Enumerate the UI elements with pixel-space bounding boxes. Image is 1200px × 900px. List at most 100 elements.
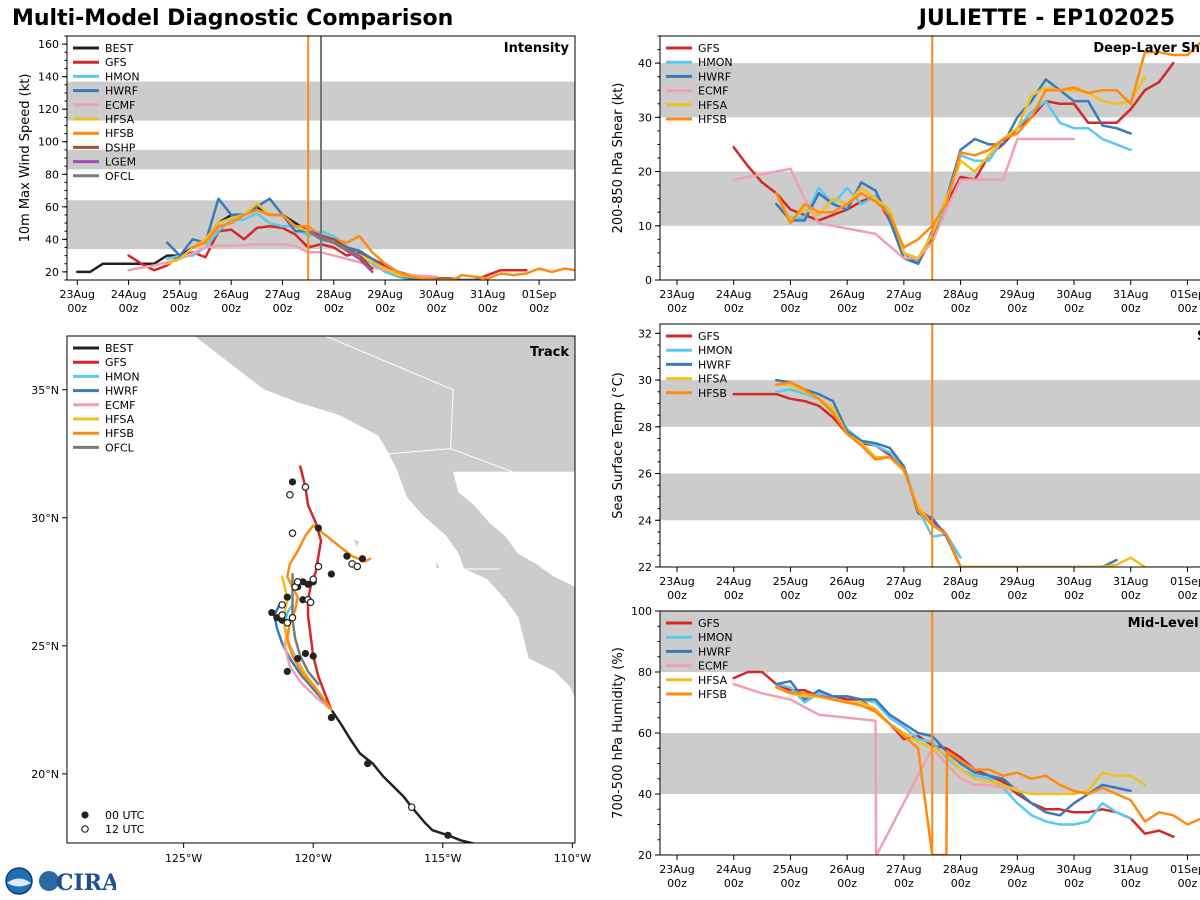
shear-xtick-label: 00z bbox=[1064, 302, 1084, 315]
rh-title: Mid-Level RH bbox=[1128, 616, 1200, 631]
track-hfsb bbox=[286, 524, 372, 712]
sst-ytick-label: 30 bbox=[638, 374, 652, 387]
rh-xtick-label: 28Aug bbox=[943, 863, 978, 876]
track-point-12utc bbox=[306, 598, 315, 607]
track-point-00utc bbox=[358, 555, 367, 563]
intensity-xtick-label: 00z bbox=[529, 302, 549, 315]
land-mainland bbox=[190, 336, 575, 700]
shear-ylabel: 200-850 hPa Shear (kt) bbox=[611, 83, 626, 234]
intensity-ytick-label: 120 bbox=[38, 103, 59, 116]
track-xtick-label: 120°W bbox=[295, 852, 332, 865]
intensity-xtick-label: 25Aug bbox=[162, 288, 197, 301]
sst-legend-label-hwrf: HWRF bbox=[698, 358, 731, 371]
track-point-12utc bbox=[301, 483, 310, 491]
track-legend-label-ofcl: OFCL bbox=[105, 441, 135, 454]
intensity-xtick-label: 30Aug bbox=[419, 288, 454, 301]
intensity-series-hmon bbox=[165, 212, 473, 280]
rh-xtick-label: 27Aug bbox=[886, 863, 921, 876]
rh-xtick-label: 30Aug bbox=[1056, 863, 1091, 876]
sst-xtick-label: 00z bbox=[1007, 589, 1027, 602]
rh-series-ecmf bbox=[732, 682, 1019, 855]
rh-xtick-label: 00z bbox=[1007, 877, 1027, 890]
shear-xtick-label: 31Aug bbox=[1113, 288, 1148, 301]
state-border bbox=[324, 336, 454, 449]
track-point-00utc bbox=[343, 552, 351, 560]
track-point-12utc bbox=[283, 618, 292, 627]
sst-xtick-label: 25Aug bbox=[773, 575, 808, 588]
rh-xtick-label: 00z bbox=[781, 877, 801, 890]
cira-logo: CIRA bbox=[5, 867, 116, 896]
sst-xtick-label: 00z bbox=[894, 589, 914, 602]
intensity-legend-label-dshp: DSHP bbox=[105, 141, 136, 154]
track-point-12utc bbox=[286, 490, 294, 499]
sst-ytick-label: 26 bbox=[638, 468, 652, 481]
isla-cedros bbox=[434, 559, 441, 570]
sst-xtick-label: 29Aug bbox=[1000, 575, 1035, 588]
sst-xtick-label: 00z bbox=[781, 589, 801, 602]
intensity-legend-label-hfsb: HFSB bbox=[105, 127, 134, 140]
intensity-ytick-label: 140 bbox=[38, 71, 59, 84]
sst-xtick-label: 00z bbox=[951, 589, 971, 602]
intensity-xtick-label: 31Aug bbox=[470, 288, 505, 301]
shear-legend-label-hmon: HMON bbox=[698, 56, 733, 69]
rh-xtick-label: 00z bbox=[837, 877, 857, 890]
sst-ytick-label: 24 bbox=[638, 514, 652, 527]
track-title: Track bbox=[530, 345, 569, 360]
track-ytick-label: 20°N bbox=[31, 768, 59, 781]
shear-xtick-label: 23Aug bbox=[659, 288, 694, 301]
rh-xtick-label: 25Aug bbox=[773, 863, 808, 876]
intensity-legend-label-ofcl: OFCL bbox=[105, 170, 135, 183]
intensity-xtick-label: 00z bbox=[427, 302, 447, 315]
shear-band-1 bbox=[660, 63, 1200, 118]
track-legend-label-gfs: GFS bbox=[105, 356, 127, 369]
shear-xtick-label: 26Aug bbox=[829, 288, 864, 301]
sst-xtick-label: 00z bbox=[1064, 589, 1084, 602]
intensity-panel: 2040608010012014016023Aug00z24Aug00z25Au… bbox=[18, 35, 576, 315]
rh-legend-label-hmon: HMON bbox=[698, 631, 733, 644]
rh-xtick-label: 26Aug bbox=[829, 863, 864, 876]
intensity-series-ecmf bbox=[127, 242, 438, 278]
track-xtick-label: 115°W bbox=[424, 852, 461, 865]
intensity-xtick-label: 27Aug bbox=[265, 288, 300, 301]
shear-series-hfsb bbox=[775, 41, 1200, 249]
intensity-legend-label-hwrf: HWRF bbox=[105, 85, 138, 98]
rh-series-hwrf bbox=[775, 679, 1132, 817]
rh-band-1 bbox=[660, 611, 1200, 672]
rh-xtick-label: 29Aug bbox=[1000, 863, 1035, 876]
track-point-12utc bbox=[407, 803, 416, 811]
shear-xtick-label: 00z bbox=[894, 302, 914, 315]
track-point-12utc bbox=[353, 562, 362, 571]
intensity-xtick-label: 00z bbox=[375, 302, 395, 315]
shear-xtick-label: 00z bbox=[667, 302, 687, 315]
track-point-00utc bbox=[327, 713, 335, 722]
intensity-legend-label-hmon: HMON bbox=[105, 70, 140, 83]
shear-xtick-label: 00z bbox=[781, 302, 801, 315]
shear-ytick-label: 10 bbox=[638, 220, 652, 233]
sst-band-0 bbox=[660, 473, 1200, 521]
sst-panel: 22242628303223Aug00z24Aug00z25Aug00z26Au… bbox=[611, 323, 1200, 602]
sst-xtick-label: 00z bbox=[724, 589, 744, 602]
storm-name: JULIETTE - EP102025 bbox=[918, 6, 1175, 31]
rh-xtick-label: 00z bbox=[951, 877, 971, 890]
intensity-xtick-label: 00z bbox=[170, 302, 190, 315]
intensity-xtick-label: 00z bbox=[273, 302, 293, 315]
intensity-legend-label-gfs: GFS bbox=[105, 56, 127, 69]
track-point-00utc bbox=[283, 667, 291, 676]
intensity-ytick-label: 40 bbox=[45, 233, 59, 246]
sst-xtick-label: 00z bbox=[1178, 589, 1198, 602]
track-xtick-label: 125°W bbox=[165, 852, 202, 865]
sst-xtick-label: 00z bbox=[837, 589, 857, 602]
shear-xtick-label: 00z bbox=[1121, 302, 1141, 315]
track-point-00utc bbox=[444, 831, 452, 839]
marker-legend-00utc bbox=[81, 811, 89, 819]
rh-ytick-label: 40 bbox=[638, 788, 652, 801]
track-point-12utc bbox=[278, 611, 286, 619]
intensity-xtick-label: 29Aug bbox=[367, 288, 402, 301]
intensity-ylabel: 10m Max Wind Speed (kt) bbox=[18, 74, 33, 243]
track-point-12utc bbox=[278, 601, 286, 609]
shear-xtick-label: 00z bbox=[951, 302, 971, 315]
track-ytick-label: 35°N bbox=[31, 384, 59, 397]
rh-ytick-label: 80 bbox=[638, 666, 652, 679]
rh-ylabel: 700-500 hPa Humidity (%) bbox=[611, 647, 626, 819]
track-best bbox=[330, 708, 477, 843]
